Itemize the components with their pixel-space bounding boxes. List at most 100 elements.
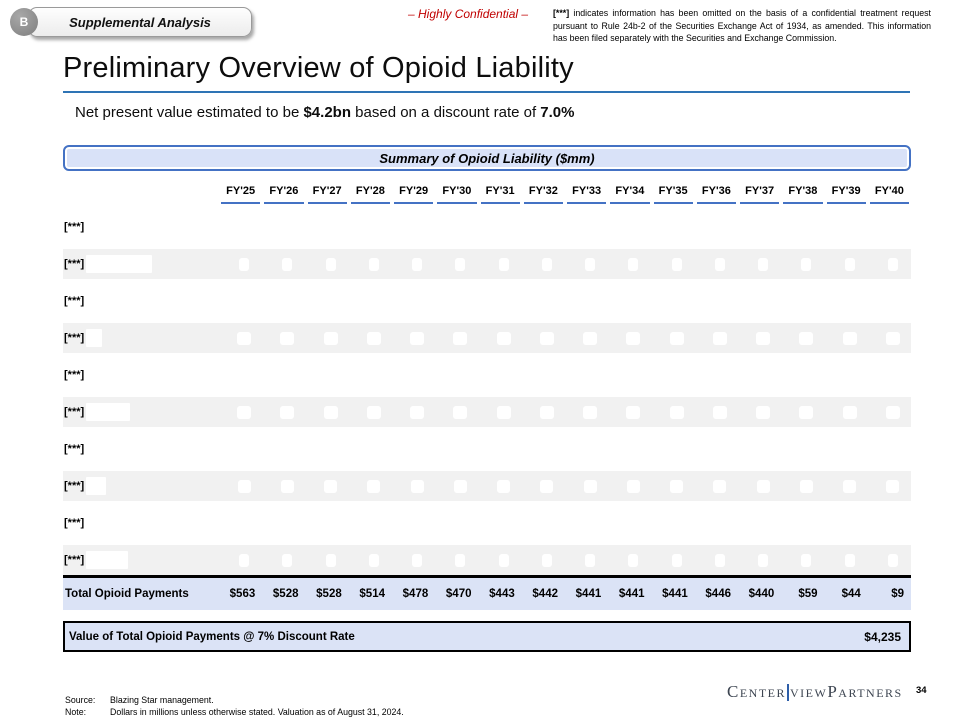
redacted-value-cell xyxy=(801,257,812,271)
redacted-value-cell xyxy=(498,257,509,271)
logo-text-partners: Partners xyxy=(827,682,903,701)
redacted-row-label: [***] xyxy=(64,517,85,529)
redacted-label-row: [***] xyxy=(63,434,911,464)
table-cell xyxy=(262,397,305,427)
redaction-patch xyxy=(86,477,107,495)
subtitle-text: Net present value estimated to be xyxy=(75,104,304,121)
column-header: FY'35 xyxy=(653,180,693,204)
table-cell xyxy=(738,249,781,279)
table-cell xyxy=(868,545,911,575)
table-cell xyxy=(565,508,608,538)
table-cell xyxy=(695,434,738,464)
redacted-value-cell xyxy=(280,331,295,345)
table-cell xyxy=(781,545,824,575)
table-cell xyxy=(825,286,868,316)
redacted-data-row: [***] xyxy=(63,471,911,501)
table-cell xyxy=(219,360,262,390)
table-cell xyxy=(608,545,651,575)
table-cell xyxy=(738,471,781,501)
table-cell xyxy=(695,360,738,390)
table-title-banner: Summary of Opioid Liability ($mm) xyxy=(63,145,911,171)
table-cell xyxy=(608,434,651,464)
redacted-value-cell xyxy=(237,479,251,493)
table-cell xyxy=(608,508,651,538)
table-cell xyxy=(825,249,868,279)
redacted-row-label: [***] xyxy=(64,295,85,307)
section-tab[interactable]: Supplemental Analysis xyxy=(28,7,252,37)
redacted-value-cell xyxy=(626,405,641,419)
redacted-value-cell xyxy=(237,405,252,419)
redacted-value-cell xyxy=(496,405,511,419)
table-cell xyxy=(349,360,392,390)
highly-confidential-label: – Highly Confidential – xyxy=(408,7,529,21)
row-label-cell: [***] xyxy=(63,323,219,353)
table-cell xyxy=(565,286,608,316)
table-cell xyxy=(306,212,349,242)
total-value: $441 xyxy=(662,588,688,600)
table-cell xyxy=(825,323,868,353)
redacted-value-cell xyxy=(585,553,596,567)
row-label-cell: [***] xyxy=(63,249,219,279)
table-cell xyxy=(262,545,305,575)
redacted-value-cell xyxy=(453,479,467,493)
table-body: [***] [***] [***] [***] [***] [***] [***] [***]… xyxy=(63,212,911,582)
centerview-partners-logo: Center view Partners xyxy=(727,682,903,702)
redacted-value-cell xyxy=(756,331,771,345)
table-cell xyxy=(306,286,349,316)
redacted-value-cell xyxy=(410,331,425,345)
redacted-value-cell xyxy=(539,331,554,345)
table-cell xyxy=(435,471,478,501)
table-cell xyxy=(306,397,349,427)
table-cell xyxy=(695,545,738,575)
subtitle: Net present value estimated to be $4.2bn… xyxy=(75,104,575,121)
table-cell xyxy=(392,212,435,242)
redacted-value-cell xyxy=(842,405,857,419)
total-value: $441 xyxy=(618,588,645,600)
table-cell xyxy=(695,323,738,353)
column-header: FY'27 xyxy=(307,180,347,204)
redacted-value-cell xyxy=(886,479,900,493)
table-cell xyxy=(219,323,262,353)
table-cell xyxy=(868,286,911,316)
redacted-value-cell xyxy=(368,553,379,567)
redacted-value-cell xyxy=(239,553,250,567)
redacted-value-cell xyxy=(758,257,769,271)
redacted-value-cell xyxy=(583,479,597,493)
table-cell xyxy=(825,545,868,575)
table-cell xyxy=(435,397,478,427)
redacted-value-cell xyxy=(325,553,336,567)
table-cell xyxy=(652,212,695,242)
total-value: $528 xyxy=(272,588,299,600)
table-cell xyxy=(652,545,695,575)
row-label-cell: [***] xyxy=(63,360,219,390)
redacted-value-cell xyxy=(842,331,857,345)
table-cell xyxy=(738,360,781,390)
redacted-row-label: [***] xyxy=(64,554,85,566)
table-cell xyxy=(565,360,608,390)
table-cell xyxy=(608,323,651,353)
table-cell xyxy=(868,397,911,427)
table-cell xyxy=(306,508,349,538)
table-cell xyxy=(738,323,781,353)
table-cell xyxy=(738,434,781,464)
table-cell xyxy=(262,508,305,538)
redacted-value-cell xyxy=(885,405,900,419)
redacted-value-cell xyxy=(498,553,509,567)
section-badge-letter: B xyxy=(19,15,29,29)
total-value: $514 xyxy=(359,588,385,600)
redacted-data-row: [***] xyxy=(63,397,911,427)
table-cell xyxy=(522,397,565,427)
table-cell xyxy=(479,434,522,464)
redacted-value-cell xyxy=(323,405,338,419)
redacted-value-cell xyxy=(712,331,727,345)
table-cell xyxy=(565,545,608,575)
redacted-value-cell xyxy=(497,479,511,493)
redacted-value-cell xyxy=(541,257,552,271)
section-tab-label: Supplemental Analysis xyxy=(69,14,211,30)
redacted-value-cell xyxy=(455,257,466,271)
table-cell xyxy=(825,360,868,390)
redacted-value-cell xyxy=(280,405,295,419)
redacted-value-cell xyxy=(626,479,640,493)
note-text: Dollars in millions unless otherwise sta… xyxy=(110,707,404,717)
table-cell xyxy=(695,249,738,279)
